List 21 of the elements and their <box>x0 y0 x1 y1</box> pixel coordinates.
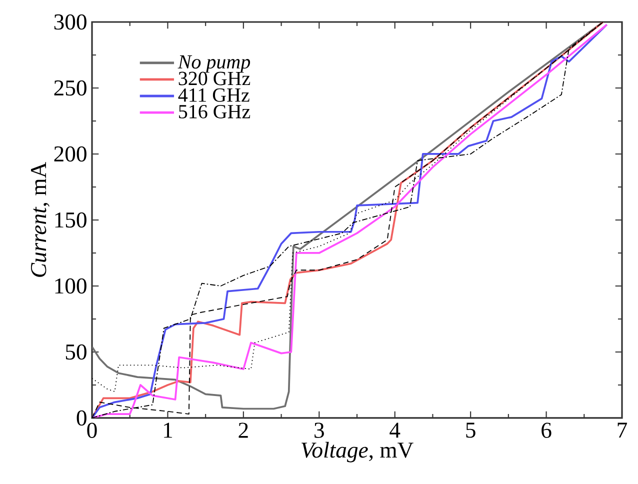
legend-label: 411 GHz <box>178 88 250 102</box>
x-tick-label: 5 <box>466 422 476 438</box>
x-tick-label: 4 <box>390 422 400 438</box>
y-tick-label: 300 <box>54 14 86 30</box>
y-tick-label: 0 <box>76 410 86 426</box>
y-tick-label: 150 <box>55 212 86 228</box>
legend-label: 516 GHz <box>179 104 250 118</box>
x-tick-label: 6 <box>542 422 552 438</box>
x-axis-title: Voltage, mV <box>302 442 414 462</box>
x-tick-label: 2 <box>238 422 248 438</box>
y-tick-label: 200 <box>54 146 86 162</box>
legend-label: 320 GHz <box>178 72 250 86</box>
y-axis-title: Current, mA <box>30 162 50 277</box>
y-tick-label: 250 <box>54 80 86 96</box>
legend-label: No pump <box>178 55 250 73</box>
x-tick-label: 7 <box>618 422 628 438</box>
x-tick-label: 1 <box>164 422 172 438</box>
x-tick-label: 0 <box>87 422 97 438</box>
y-tick-label: 100 <box>55 278 86 294</box>
x-tick-label: 3 <box>314 422 324 438</box>
y-tick-label: 50 <box>66 344 86 360</box>
